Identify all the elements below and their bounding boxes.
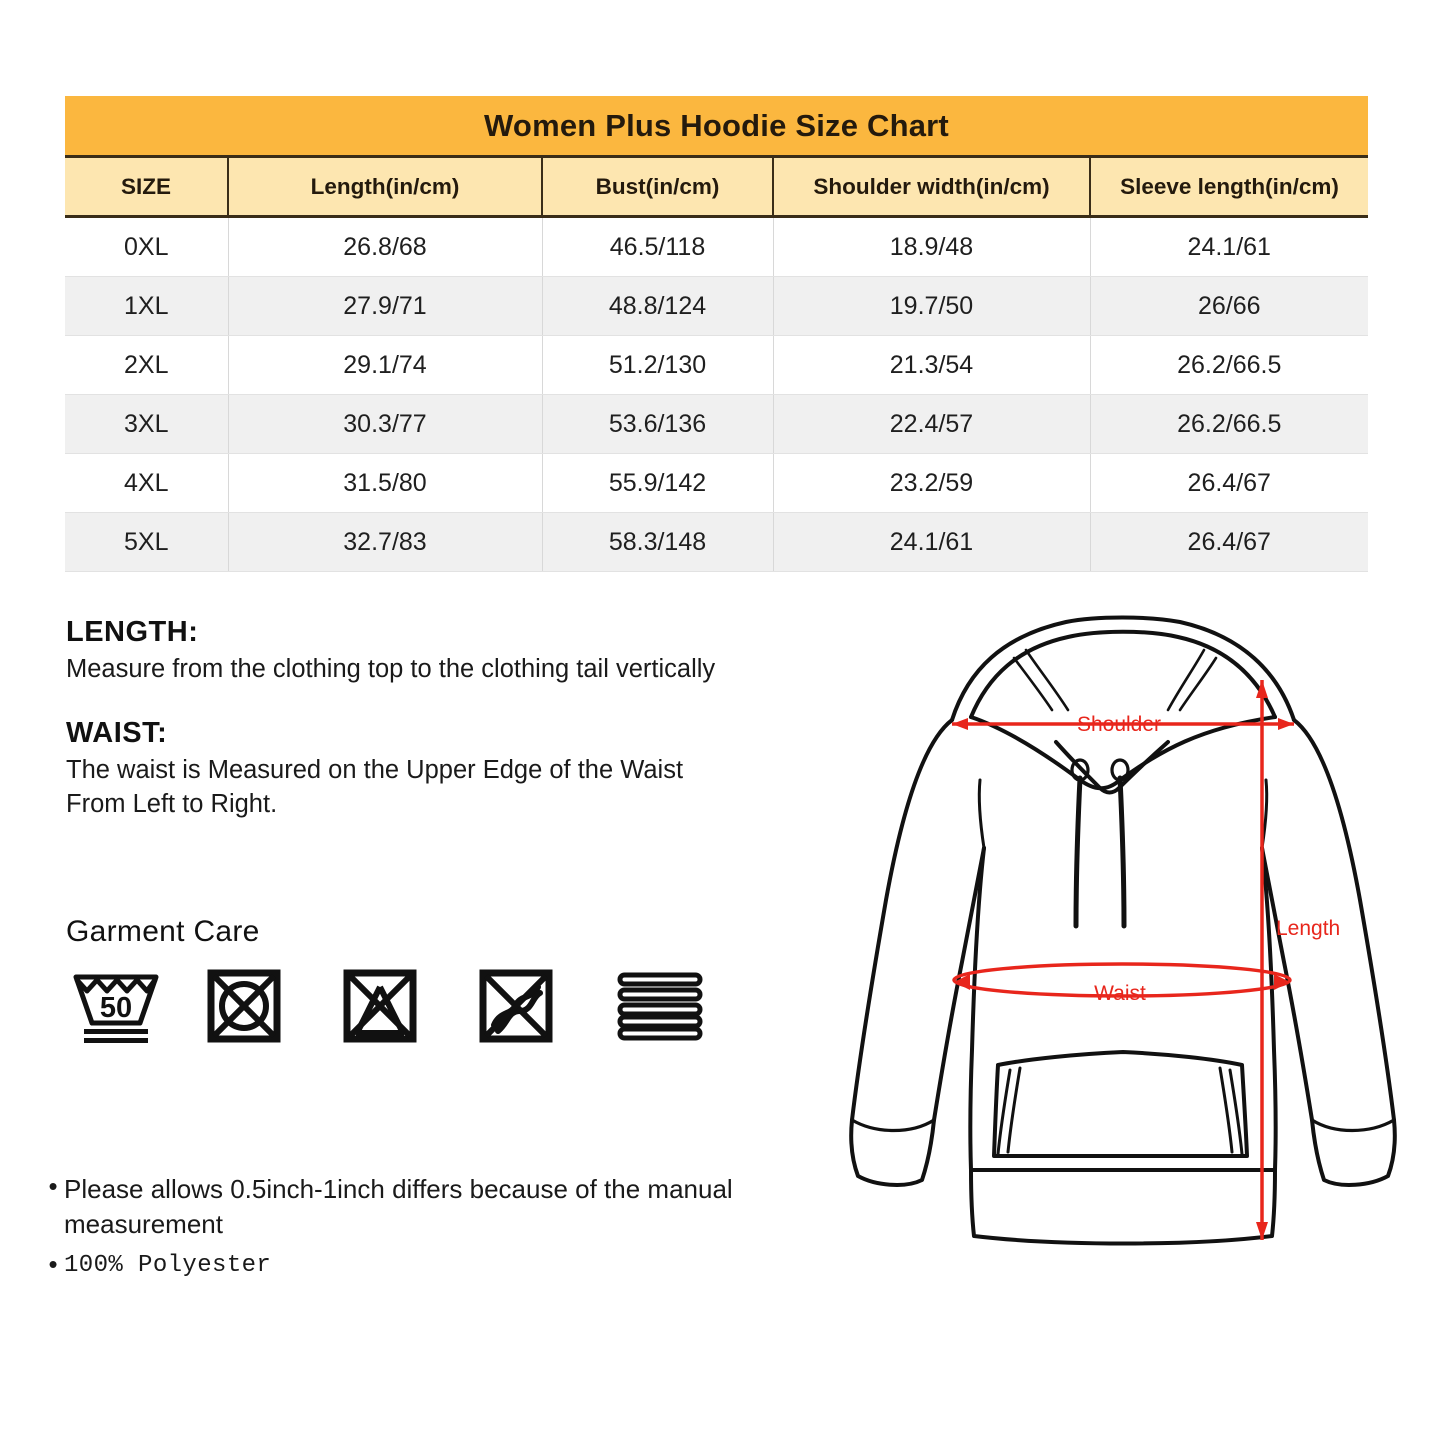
cell-shoulder: 18.9/48 <box>773 216 1091 277</box>
cell-shoulder: 24.1/61 <box>773 512 1091 572</box>
waist-heading: WAIST: <box>66 716 168 749</box>
cell-size: 0XL <box>65 216 229 277</box>
hoodie-measurement-diagram: Shoulder Length Waist <box>828 600 1418 1280</box>
do-not-tumble-dry-icon <box>206 965 342 1045</box>
cell-size: 5XL <box>65 512 229 572</box>
bullet-glyph: • <box>48 1249 58 1280</box>
cell-size: 4XL <box>65 453 229 513</box>
cell-sleeve: 26.2/66.5 <box>1090 394 1369 454</box>
cell-sleeve: 26.2/66.5 <box>1090 335 1369 395</box>
column-header-shoulder-width: Shoulder width(in/cm) <box>773 156 1091 218</box>
cell-sleeve: 26.4/67 <box>1090 453 1369 513</box>
bullet-glyph: • <box>48 1171 58 1201</box>
cell-bust: 55.9/142 <box>542 453 774 513</box>
cell-length: 29.1/74 <box>228 335 543 395</box>
note-measurement-tolerance: Please allows 0.5inch-1inch differs beca… <box>64 1174 733 1240</box>
cell-shoulder: 19.7/50 <box>773 276 1091 336</box>
list-item: • Please allows 0.5inch-1inch differs be… <box>42 1172 762 1242</box>
cell-bust: 58.3/148 <box>542 512 774 572</box>
waist-description: The waist is Measured on the Upper Edge … <box>66 755 684 818</box>
list-item: • 100% Polyester <box>42 1250 762 1282</box>
table-row: 0XL 26.8/68 46.5/118 18.9/48 24.1/61 <box>65 216 1369 277</box>
cell-length: 30.3/77 <box>228 394 543 454</box>
size-chart-table: Women Plus Hoodie Size Chart SIZE Length… <box>65 96 1369 572</box>
garment-care-heading: Garment Care <box>66 915 260 948</box>
cell-bust: 51.2/130 <box>542 335 774 395</box>
cell-size: 2XL <box>65 335 229 395</box>
garment-care-icon-row: 50 <box>70 965 750 1045</box>
cell-bust: 48.8/124 <box>542 276 774 336</box>
table-header-row: SIZE Length(in/cm) Bust(in/cm) Shoulder … <box>65 156 1369 218</box>
cell-length: 32.7/83 <box>228 512 543 572</box>
do-not-wring-icon <box>478 965 614 1045</box>
cell-sleeve: 26.4/67 <box>1090 512 1369 572</box>
page-title: Women Plus Hoodie Size Chart <box>65 96 1369 158</box>
shoulder-annotation-label: Shoulder <box>1077 713 1161 736</box>
cell-shoulder: 22.4/57 <box>773 394 1091 454</box>
size-chart-table-container: Women Plus Hoodie Size Chart SIZE Length… <box>65 96 1369 572</box>
column-header-bust: Bust(in/cm) <box>542 156 774 218</box>
cell-size: 3XL <box>65 394 229 454</box>
table-row: 5XL 32.7/83 58.3/148 24.1/61 26.4/67 <box>65 512 1369 572</box>
cell-shoulder: 23.2/59 <box>773 453 1091 513</box>
cell-shoulder: 21.3/54 <box>773 335 1091 395</box>
cell-length: 31.5/80 <box>228 453 543 513</box>
waist-annotation-label: Waist <box>1094 982 1146 1005</box>
cell-size: 1XL <box>65 276 229 336</box>
cell-sleeve: 26/66 <box>1090 276 1369 336</box>
note-material: 100% Polyester <box>64 1252 272 1280</box>
table-title-row: Women Plus Hoodie Size Chart <box>65 96 1369 158</box>
measurement-instructions: LENGTH: Measure from the clothing top to… <box>66 616 766 822</box>
cell-length: 26.8/68 <box>228 216 543 277</box>
length-annotation-label: Length <box>1276 917 1340 940</box>
table-row: 3XL 30.3/77 53.6/136 22.4/57 26.2/66.5 <box>65 394 1369 454</box>
table-row: 2XL 29.1/74 51.2/130 21.3/54 26.2/66.5 <box>65 335 1369 395</box>
column-header-size: SIZE <box>65 156 229 218</box>
cell-length: 27.9/71 <box>228 276 543 336</box>
footnotes: • Please allows 0.5inch-1inch differs be… <box>42 1172 762 1291</box>
column-header-sleeve-length: Sleeve length(in/cm) <box>1090 156 1369 218</box>
cell-bust: 46.5/118 <box>542 216 774 277</box>
do-not-bleach-square-x-icon <box>342 965 478 1045</box>
table-row: 4XL 31.5/80 55.9/142 23.2/59 26.4/67 <box>65 453 1369 513</box>
cell-sleeve: 24.1/61 <box>1090 216 1369 277</box>
wash-temperature-value: 50 <box>100 992 132 1024</box>
cell-bust: 53.6/136 <box>542 394 774 454</box>
dry-flat-folded-icon <box>614 965 750 1045</box>
wash-tub-50-delicate-icon: 50 <box>70 965 206 1045</box>
length-description: Measure from the clothing top to the clo… <box>66 655 716 683</box>
length-heading: LENGTH: <box>66 616 199 648</box>
column-header-length: Length(in/cm) <box>228 156 543 218</box>
table-row: 1XL 27.9/71 48.8/124 19.7/50 26/66 <box>65 276 1369 336</box>
